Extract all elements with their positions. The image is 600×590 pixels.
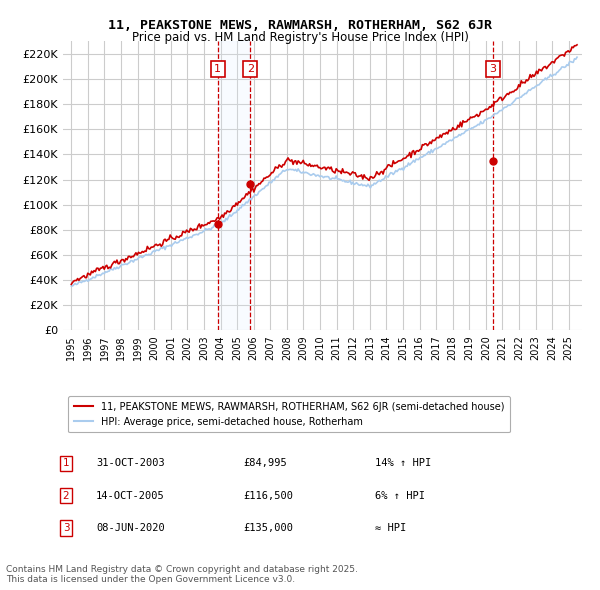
Legend: 11, PEAKSTONE MEWS, RAWMARSH, ROTHERHAM, S62 6JR (semi-detached house), HPI: Ave: 11, PEAKSTONE MEWS, RAWMARSH, ROTHERHAM,… [68,396,510,432]
Text: Price paid vs. HM Land Registry's House Price Index (HPI): Price paid vs. HM Land Registry's House … [131,31,469,44]
Text: 31-OCT-2003: 31-OCT-2003 [96,458,165,468]
Text: Contains HM Land Registry data © Crown copyright and database right 2025.
This d: Contains HM Land Registry data © Crown c… [6,565,358,584]
Text: 3: 3 [62,523,70,533]
Text: 1: 1 [214,64,221,74]
Text: 14-OCT-2005: 14-OCT-2005 [96,491,165,500]
Text: £135,000: £135,000 [243,523,293,533]
Text: 2: 2 [62,491,70,500]
Text: £84,995: £84,995 [243,458,287,468]
Text: 3: 3 [490,64,497,74]
Text: 6% ↑ HPI: 6% ↑ HPI [375,491,425,500]
Text: 08-JUN-2020: 08-JUN-2020 [96,523,165,533]
Text: ≈ HPI: ≈ HPI [375,523,406,533]
Text: 11, PEAKSTONE MEWS, RAWMARSH, ROTHERHAM, S62 6JR: 11, PEAKSTONE MEWS, RAWMARSH, ROTHERHAM,… [108,19,492,32]
Text: £116,500: £116,500 [243,491,293,500]
Text: 1: 1 [62,458,70,468]
Text: 2: 2 [247,64,254,74]
Text: 14% ↑ HPI: 14% ↑ HPI [375,458,431,468]
Bar [218,41,250,330]
